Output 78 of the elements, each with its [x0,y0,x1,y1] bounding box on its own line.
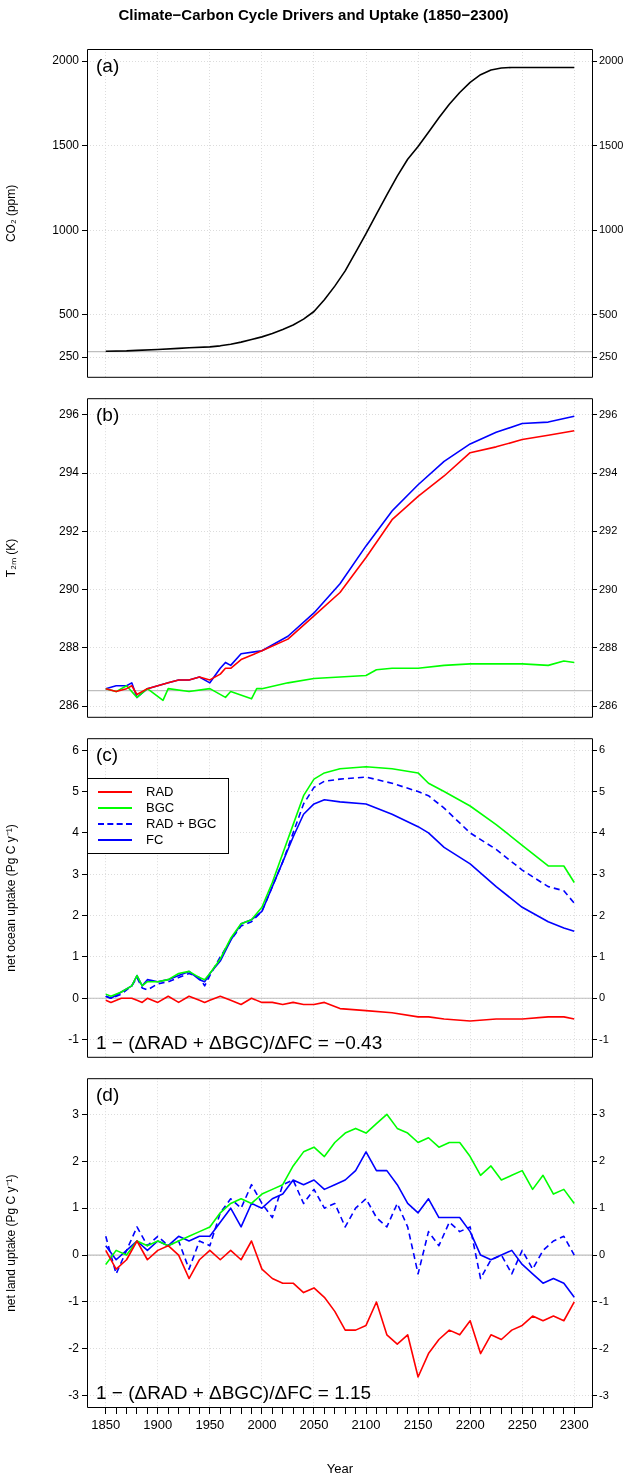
y-tick-label: 294 [58,465,80,480]
y2-tick-label: 292 [599,524,618,537]
y2-tick-label: 2 [599,1154,606,1167]
y2-tick-label: 290 [599,582,618,595]
y2-tick-label: -1 [599,1295,609,1308]
y2-tick-label: 4 [599,825,606,838]
annotation: 1 − (ΔRAD + ΔBGC)/ΔFC = −0.43 [96,1031,383,1053]
y-tick-label: 3 [72,866,80,881]
y-tick-label: 2 [72,1153,80,1168]
y-tick-label: 288 [58,640,80,655]
x-tick-label: 2300 [559,1417,589,1433]
y2-tick-label: 1500 [599,138,624,151]
y2-tick-label: 3 [599,867,606,880]
y2-tick-label: 250 [599,350,618,363]
y-tick-label: 290 [58,581,80,596]
y2-tick-label: -3 [599,1388,609,1401]
y-tick-label: 1000 [52,222,80,237]
y2-tick-label: -2 [599,1341,609,1354]
annotation: 1 − (ΔRAD + ΔBGC)/ΔFC = 1.15 [96,1381,372,1403]
y-axis-title: net land uptake (Pg C y⁻¹) [3,1174,18,1312]
y-tick-label: 0 [72,1247,80,1262]
legend-label: RAD [146,784,174,801]
y2-tick-label: 5 [599,784,606,797]
y-tick-label: 500 [58,307,80,322]
y-tick-label: 3 [72,1106,80,1121]
y2-tick-label: 0 [599,991,606,1004]
x-tick-label: 2100 [351,1417,381,1433]
y-axis-title: T₂ₘ (K) [3,538,18,578]
x-tick-label: 2050 [299,1417,329,1433]
annotation: (b) [96,403,120,425]
y-axis-title: net ocean uptake (Pg C y⁻¹) [3,824,18,972]
y2-tick-label: 1 [599,1201,606,1214]
annotation: (c) [96,743,119,765]
y-tick-label: 0 [72,990,80,1005]
y-tick-label: 5 [72,783,80,798]
y-tick-label: -3 [68,1388,80,1403]
y2-tick-label: 500 [599,307,618,320]
y-tick-label: 286 [58,698,80,713]
y2-tick-label: 294 [599,466,618,479]
annotation: (d) [96,1083,120,1105]
y-tick-label: 292 [58,523,80,538]
annotation: (a) [96,54,120,76]
y2-tick-label: 1 [599,949,606,962]
y2-tick-label: 296 [599,407,618,420]
y2-tick-label: 3 [599,1107,606,1120]
y2-tick-label: 0 [599,1248,606,1261]
y2-tick-label: -1 [599,1032,609,1045]
y2-tick-label: 1000 [599,223,624,236]
y2-tick-label: 2 [599,908,606,921]
y2-tick-label: 288 [599,640,618,653]
x-tick-label: 1850 [91,1417,121,1433]
y-tick-label: 296 [58,407,80,422]
y-tick-label: 4 [72,825,80,840]
legend-label: RAD + BGC [146,816,217,833]
x-tick-label: 1950 [195,1417,225,1433]
y2-tick-label: 6 [599,743,606,756]
y2-tick-label: 286 [599,699,618,712]
x-axis-title: Year [326,1460,354,1476]
x-tick-label: 2250 [507,1417,537,1433]
legend-label: BGC [146,800,175,817]
y-tick-label: -1 [68,1031,80,1046]
chart-title: Climate−Carbon Cycle Drivers and Uptake (1850−2300) [117,6,510,23]
y-tick-label: 2000 [52,53,80,68]
y-tick-label: 1500 [52,138,80,153]
y-axis-title: CO₂ (ppm) [3,184,18,243]
y-tick-label: -1 [68,1294,80,1309]
y-tick-label: 1 [72,1200,80,1215]
y-tick-label: 250 [58,349,80,364]
y-tick-label: 1 [72,949,80,964]
y-tick-label: -2 [68,1341,80,1356]
x-tick-label: 2200 [455,1417,485,1433]
y2-tick-label: 2000 [599,54,624,67]
x-tick-label: 2150 [403,1417,433,1433]
x-tick-label: 2000 [247,1417,277,1433]
y-tick-label: 6 [72,742,80,757]
y-tick-label: 2 [72,907,80,922]
legend-label: FC [146,832,164,849]
x-tick-label: 1900 [143,1417,173,1433]
